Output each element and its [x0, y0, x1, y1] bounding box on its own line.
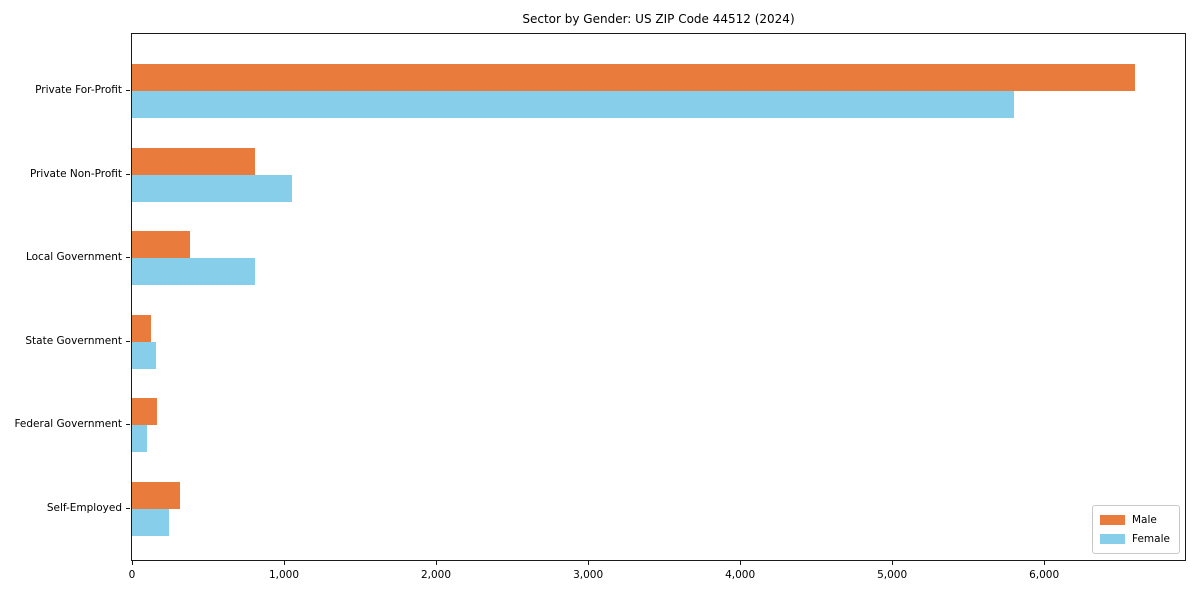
category-label-self-employed: Self-Employed — [46, 502, 122, 514]
x-axis-tick — [284, 561, 285, 565]
x-axis-tick — [1044, 561, 1046, 565]
chart-title: Sector by Gender: US ZIP Code 44512 (202… — [522, 12, 795, 26]
category-label-private-non-profit: Private Non-Profit — [29, 167, 122, 180]
bar-female-self-employed — [132, 509, 170, 536]
x-axis-tick — [588, 561, 590, 565]
x-axis-tick-label: 3,000 — [573, 569, 604, 581]
y-axis-tick — [126, 508, 130, 509]
bar-male-state-government — [132, 314, 151, 342]
y-axis-tick — [126, 424, 130, 426]
bar-female-state-government — [132, 341, 157, 369]
bar-male-local-government — [132, 231, 190, 259]
x-axis-tick-label: 4,000 — [725, 569, 756, 581]
category-label-private-for-profit: Private For-Profit — [35, 84, 122, 96]
x-axis-tick-label: 2,000 — [420, 569, 452, 581]
x-axis-tick — [132, 561, 133, 565]
x-axis-tick-label: 6,000 — [1029, 569, 1060, 581]
x-axis-tick — [740, 561, 742, 565]
legend-entry-female: Female — [1100, 530, 1172, 548]
bar-female-local-government — [132, 258, 256, 286]
plot-area: 0 1,000 2,000 3,000 4,000 5,000 6,000 — [129, 33, 1186, 581]
y-axis-tick — [126, 340, 130, 342]
bar-female-federal-government — [132, 425, 148, 453]
x-axis-tick — [436, 561, 437, 565]
category-label-local-government: Local Government — [25, 251, 122, 264]
legend-entry-male: Male — [1100, 511, 1172, 529]
legend-swatch-male — [1100, 515, 1125, 526]
legend-label-female: Female — [1132, 532, 1170, 545]
legend: Male Female — [1092, 505, 1180, 554]
x-axis-tick-label: 1,000 — [268, 569, 300, 581]
legend-label-male: Male — [1132, 514, 1157, 527]
y-axis-tick — [126, 90, 130, 91]
bar-male-private-for-profit — [132, 64, 1136, 91]
x-axis-tick-label: 5,000 — [877, 569, 908, 581]
x-axis-tick — [892, 561, 894, 565]
x-axis-tick-label: 0 — [128, 569, 136, 581]
y-axis-tick — [126, 173, 130, 175]
bar-female-private-non-profit — [132, 174, 292, 202]
bar-male-private-non-profit — [132, 147, 256, 175]
category-label-state-government: State Government — [25, 334, 122, 347]
legend-swatch-female — [1100, 533, 1125, 544]
bar-male-self-employed — [132, 482, 180, 509]
y-axis-tick — [126, 257, 130, 259]
bar-male-federal-government — [132, 398, 158, 426]
category-label-federal-government: Federal Government — [14, 418, 122, 431]
bar-female-private-for-profit — [132, 91, 1014, 118]
